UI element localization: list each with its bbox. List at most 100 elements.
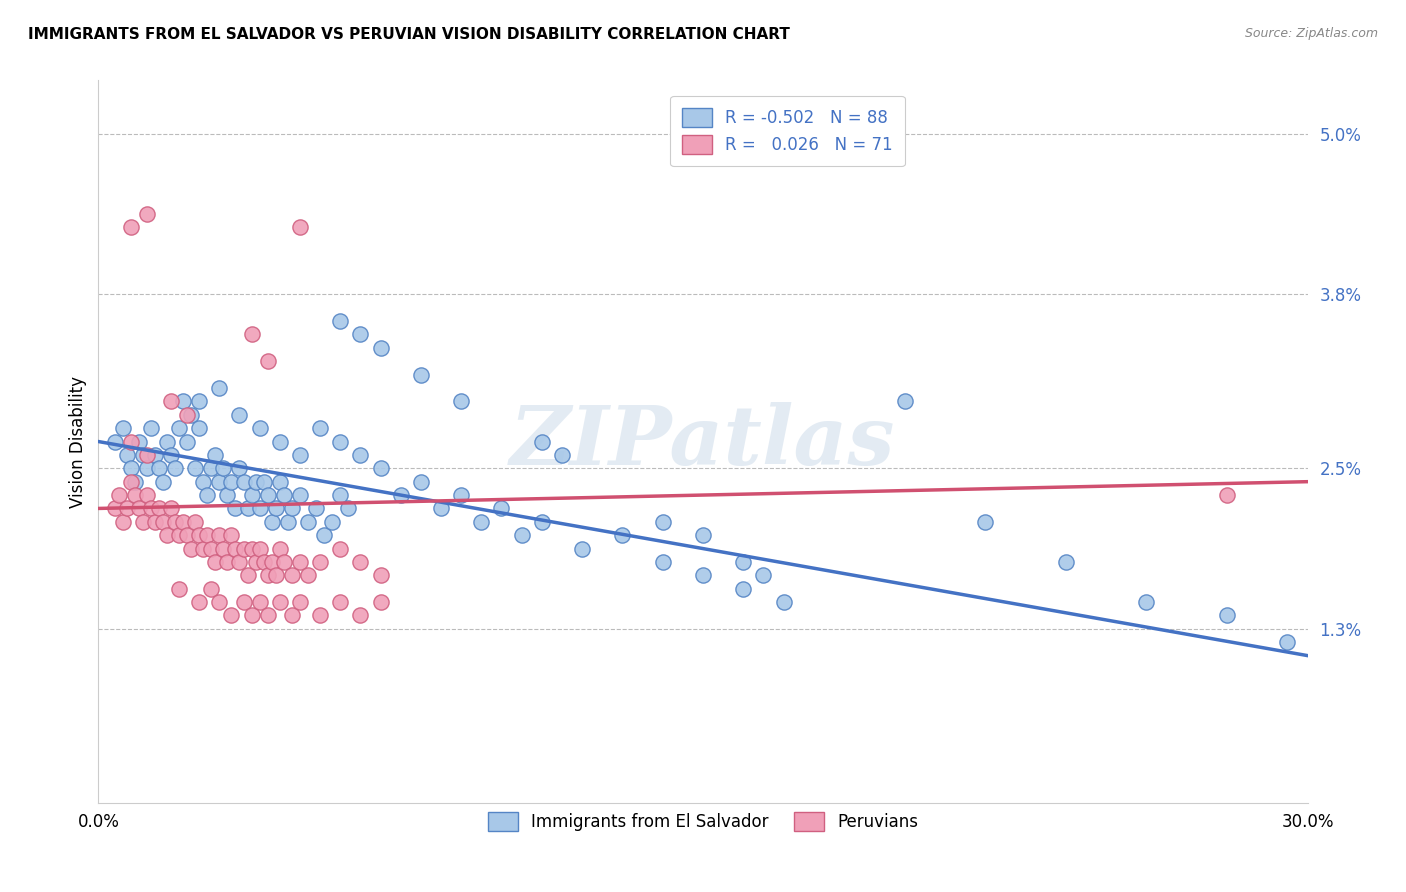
Point: [195, 488, 218, 502]
Point: [135, 461, 157, 475]
Point: [305, 501, 328, 516]
Point: [208, 475, 231, 489]
Point: [256, 568, 278, 582]
Point: [200, 541, 222, 556]
Point: [249, 501, 271, 516]
Point: [974, 515, 997, 529]
Point: [409, 368, 432, 382]
Point: [389, 488, 412, 502]
Point: [188, 528, 211, 542]
Point: [107, 488, 129, 502]
Point: [309, 555, 332, 569]
Point: [256, 488, 278, 502]
Point: [240, 327, 263, 342]
Point: [370, 341, 392, 355]
Point: [132, 515, 155, 529]
Point: [193, 475, 215, 489]
Point: [193, 541, 215, 556]
Point: [329, 434, 352, 449]
Point: [530, 434, 553, 449]
Point: [135, 448, 157, 462]
Point: [124, 488, 146, 502]
Point: [167, 421, 190, 435]
Point: [212, 461, 235, 475]
Point: [1054, 555, 1077, 569]
Point: [228, 555, 250, 569]
Point: [450, 394, 472, 409]
Point: [314, 528, 336, 542]
Point: [188, 595, 211, 609]
Point: [221, 475, 243, 489]
Point: [139, 501, 162, 516]
Point: [269, 434, 291, 449]
Point: [269, 475, 291, 489]
Point: [530, 515, 553, 529]
Point: [329, 488, 352, 502]
Point: [176, 408, 198, 422]
Point: [148, 501, 170, 516]
Point: [195, 528, 218, 542]
Point: [167, 528, 190, 542]
Point: [240, 488, 263, 502]
Point: [228, 408, 250, 422]
Point: [111, 515, 134, 529]
Point: [128, 501, 150, 516]
Text: ZIPatlas: ZIPatlas: [510, 401, 896, 482]
Point: [208, 528, 231, 542]
Point: [120, 475, 142, 489]
Point: [430, 501, 453, 516]
Point: [297, 568, 319, 582]
Point: [273, 488, 295, 502]
Point: [124, 475, 146, 489]
Point: [281, 608, 304, 623]
Point: [176, 528, 198, 542]
Point: [337, 501, 360, 516]
Point: [120, 220, 142, 235]
Point: [269, 541, 291, 556]
Point: [1216, 608, 1239, 623]
Point: [204, 448, 226, 462]
Point: [139, 421, 162, 435]
Point: [156, 528, 179, 542]
Point: [349, 608, 371, 623]
Point: [236, 568, 259, 582]
Point: [180, 541, 202, 556]
Point: [260, 515, 283, 529]
Point: [256, 354, 278, 368]
Point: [152, 475, 174, 489]
Point: [692, 568, 714, 582]
Point: [224, 541, 246, 556]
Point: [733, 582, 755, 596]
Point: [245, 555, 267, 569]
Text: IMMIGRANTS FROM EL SALVADOR VS PERUVIAN VISION DISABILITY CORRELATION CHART: IMMIGRANTS FROM EL SALVADOR VS PERUVIAN …: [28, 27, 790, 42]
Point: [264, 568, 287, 582]
Point: [612, 528, 634, 542]
Point: [160, 394, 183, 409]
Point: [370, 568, 392, 582]
Point: [180, 408, 202, 422]
Point: [152, 515, 174, 529]
Point: [349, 327, 371, 342]
Point: [277, 515, 299, 529]
Point: [188, 421, 211, 435]
Point: [232, 541, 254, 556]
Point: [135, 488, 157, 502]
Point: [143, 515, 166, 529]
Point: [176, 434, 198, 449]
Point: [281, 501, 304, 516]
Point: [260, 555, 283, 569]
Point: [329, 314, 352, 328]
Point: [172, 515, 194, 529]
Point: [269, 595, 291, 609]
Point: [232, 475, 254, 489]
Point: [1216, 488, 1239, 502]
Point: [240, 541, 263, 556]
Point: [221, 608, 243, 623]
Point: [253, 555, 276, 569]
Point: [221, 528, 243, 542]
Point: [551, 448, 574, 462]
Point: [135, 207, 157, 221]
Legend: Immigrants from El Salvador, Peruvians: Immigrants from El Salvador, Peruvians: [481, 805, 925, 838]
Point: [329, 541, 352, 556]
Point: [111, 421, 134, 435]
